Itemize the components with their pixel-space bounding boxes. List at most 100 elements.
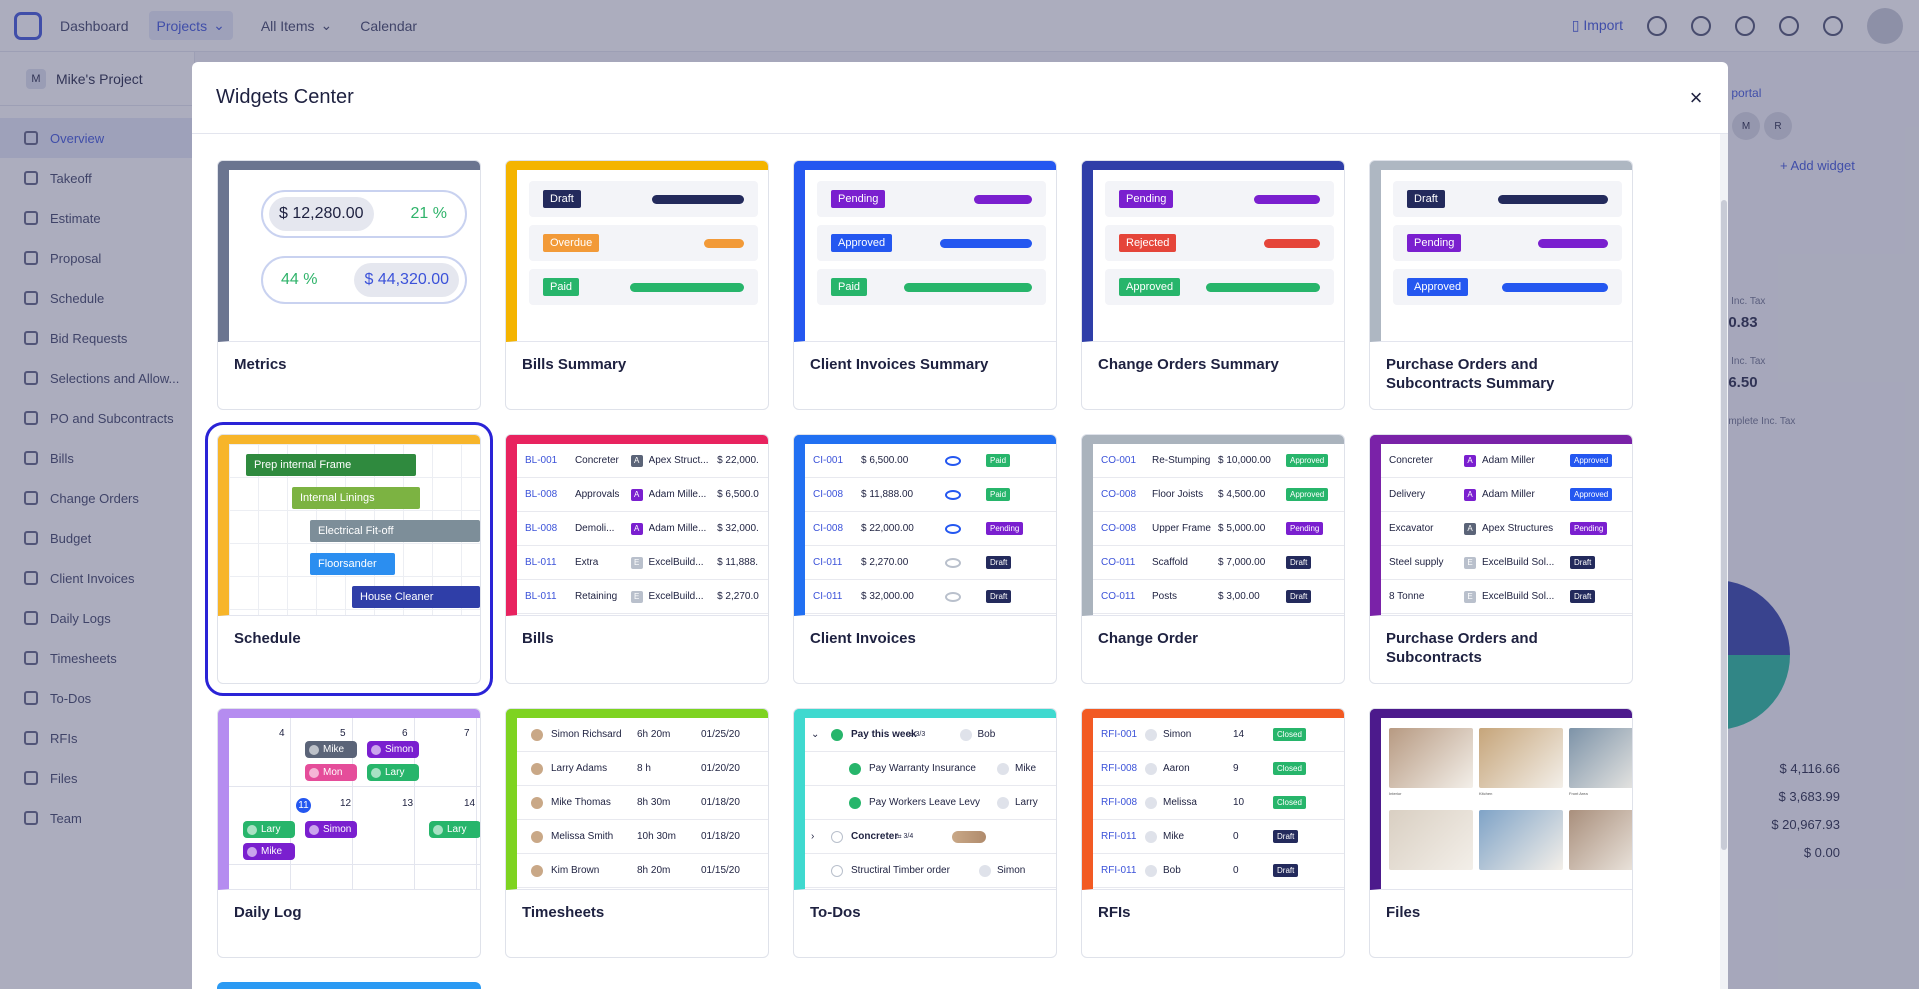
sidebar-item[interactable]: Bills [0, 438, 194, 478]
sidebar-item[interactable]: Selections and Allow... [0, 358, 194, 398]
help-icon[interactable] [1647, 15, 1667, 36]
app-logo[interactable] [14, 11, 42, 40]
nav-projects[interactable]: Projects ⌄ [148, 11, 233, 40]
eye-icon[interactable] [945, 455, 961, 466]
table-row[interactable]: CI-001 $ 6,500.00 Paid [805, 444, 1056, 478]
sidebar-item[interactable]: Change Orders [0, 478, 194, 518]
checkbox-icon[interactable] [849, 762, 861, 775]
widget-card[interactable]: CO-001 Re-Stumping $ 10,000.00 Approved CO-0… [1081, 434, 1345, 684]
calendar-event[interactable]: Mon [305, 764, 357, 781]
table-row[interactable]: CO-011 Scaffold $ 7,000.00 Draft [1093, 546, 1344, 580]
gantt-bar[interactable]: House Cleaner [352, 586, 480, 608]
table-row[interactable]: CO-008 Upper Frame $ 5,000.00 Pending [1093, 512, 1344, 546]
sidebar-item[interactable]: Overview [0, 118, 194, 158]
sidebar-item[interactable]: Daily Logs [0, 598, 194, 638]
widget-card[interactable]: Interior Kitchen Front Area Files [1369, 708, 1633, 958]
widget-card[interactable]: Simon Richsard 6h 20m 01/25/20 Larry Adams 8… [505, 708, 769, 958]
table-row[interactable]: RFI-011 Bob 0 Draft [1093, 854, 1344, 888]
widget-card[interactable]: Prep internal Frame Internal Linings Elect… [205, 422, 493, 696]
table-row[interactable]: RFI-011 Mike 0 Draft [1093, 820, 1344, 854]
gantt-bar[interactable]: Floorsander [310, 553, 395, 575]
table-row[interactable]: CI-011 $ 32,000.00 Draft [805, 580, 1056, 614]
todo-row[interactable]: Pay Workers Leave Levy Larry [805, 786, 1056, 820]
file-thumbnail[interactable] [1569, 810, 1632, 870]
close-icon[interactable]: × [1689, 85, 1703, 110]
widget-card[interactable]: $ 12,280.00 21 % 44 % $ 44,320.00 Metrics [217, 160, 481, 410]
widget-card[interactable]: Draft Overdue Paid Bills Summary [505, 160, 769, 410]
calendar-event[interactable]: Simon [367, 741, 419, 758]
sidebar-item[interactable]: To-Dos [0, 678, 194, 718]
file-thumbnail[interactable] [1389, 728, 1473, 788]
table-row[interactable]: BL-008 Approvals A Adam Mille... $ 6,500.0 [517, 478, 768, 512]
calendar-event[interactable]: Mike [305, 741, 357, 758]
chevron-down-icon[interactable]: ⌄ [811, 729, 820, 740]
widget-card[interactable]: BL-001 Concreter A Apex Struct... $ 22,000. B… [505, 434, 769, 684]
import-button[interactable]: ▯ Import [1572, 17, 1623, 34]
calendar-event[interactable]: Lary [367, 764, 419, 781]
calendar-event[interactable]: Simon [305, 821, 357, 838]
widget-card[interactable]: RFI-001 Simon 14 Closed RFI-008 Aaron 9 Closed R… [1081, 708, 1345, 958]
file-thumbnail[interactable] [1569, 728, 1632, 788]
table-row[interactable]: Delivery A Adam Miller Approved [1381, 478, 1632, 512]
gantt-bar[interactable]: Prep internal Frame [246, 454, 416, 476]
checkbox-icon[interactable] [831, 830, 843, 843]
scrollbar-thumb[interactable] [1721, 200, 1727, 850]
table-row[interactable]: Excavator A Apex Structures Pending [1381, 512, 1632, 546]
user-avatar[interactable] [1867, 7, 1903, 44]
table-row[interactable]: RFI-008 Aaron 9 Closed [1093, 752, 1344, 786]
project-selector[interactable]: M Mike's Project [0, 52, 194, 106]
calendar-event[interactable]: Lary [243, 821, 295, 838]
nav-all-items[interactable]: All Items ⌄ [261, 17, 332, 34]
checkbox-icon[interactable] [849, 796, 861, 809]
table-row[interactable]: CI-011 $ 2,270.00 Draft [805, 546, 1056, 580]
sidebar-item[interactable]: Team [0, 798, 194, 838]
team-icon[interactable] [1735, 15, 1755, 36]
table-row[interactable]: Kim Brown 8h 20m 01/15/20 [517, 854, 768, 888]
sidebar-item[interactable]: Proposal [0, 238, 194, 278]
calendar-event[interactable]: Mike [243, 843, 295, 860]
eye-icon[interactable] [945, 557, 961, 568]
chat-icon[interactable] [1779, 15, 1799, 36]
sidebar-item[interactable]: Timesheets [0, 638, 194, 678]
sidebar-item[interactable]: PO and Subcontracts [0, 398, 194, 438]
table-row[interactable]: Steel supply E ExcelBuild Sol... Draft [1381, 546, 1632, 580]
sidebar-item[interactable]: Schedule [0, 278, 194, 318]
chevron-right-icon[interactable]: › [811, 831, 815, 842]
todo-row[interactable]: Pay Warranty Insurance Mike [805, 752, 1056, 786]
checkbox-icon[interactable] [831, 728, 843, 741]
table-row[interactable]: BL-011 Extra E ExcelBuild... $ 11,888. [517, 546, 768, 580]
table-row[interactable]: BL-008 Demoli... A Adam Mille... $ 32,000. [517, 512, 768, 546]
add-widget-button[interactable]: + Add widget [1780, 158, 1855, 173]
table-row[interactable]: BL-001 Concreter A Apex Struct... $ 22,000. [517, 444, 768, 478]
widget-card[interactable]: Pending Approved Paid Client Invoices Summa… [793, 160, 1057, 410]
sidebar-item[interactable]: Files [0, 758, 194, 798]
table-row[interactable]: RFI-008 Melissa 10 Closed [1093, 786, 1344, 820]
calendar-event[interactable]: Lary [429, 821, 480, 838]
widget-card[interactable]: Draft Pending Approved Purchase Orders and … [1369, 160, 1633, 410]
todo-row[interactable]: › Concreter ⌗ 3/4 [805, 820, 1056, 854]
sidebar-item[interactable]: Budget [0, 518, 194, 558]
widget-card[interactable]: CI-001 $ 6,500.00 Paid CI-008 $ 11,888.00 Pai… [793, 434, 1057, 684]
widget-card[interactable]: 4 5 6 7 11 12 13 14 Mike Simon Mon Lary Lary Simon Lar… [217, 708, 481, 958]
table-row[interactable]: BL-011 Retaining E ExcelBuild... $ 2,270.0 [517, 580, 768, 614]
bell-icon[interactable] [1823, 15, 1843, 36]
todo-row[interactable]: Structiral Timber order Simon [805, 854, 1056, 888]
gantt-bar[interactable]: Internal Linings [292, 487, 420, 509]
eye-icon[interactable] [945, 489, 961, 500]
sidebar-item[interactable]: Estimate [0, 198, 194, 238]
table-row[interactable]: CO-011 Posts $ 3,00.00 Draft [1093, 580, 1344, 614]
settings-icon[interactable] [1691, 15, 1711, 36]
table-row[interactable]: CO-008 Floor Joists $ 4,500.00 Approved [1093, 478, 1344, 512]
sidebar-item[interactable]: Bid Requests [0, 318, 194, 358]
table-row[interactable]: Melissa Smith 10h 30m 01/18/20 [517, 820, 768, 854]
table-row[interactable]: Concreter A Adam Miller Approved [1381, 444, 1632, 478]
table-row[interactable]: Larry Adams 8 h 01/20/20 [517, 752, 768, 786]
table-row[interactable]: RFI-001 Simon 14 Closed [1093, 718, 1344, 752]
gantt-bar[interactable]: Electrical Fit-off [310, 520, 480, 542]
table-row[interactable]: CI-008 $ 22,000.00 Pending [805, 512, 1056, 546]
nav-calendar[interactable]: Calendar [360, 17, 418, 34]
file-thumbnail[interactable] [1479, 728, 1563, 788]
sidebar-item[interactable]: Client Invoices [0, 558, 194, 598]
widget-card[interactable]: ⌄ Pay this week ⌗ 3/3 Bob Pay Warranty Insura… [793, 708, 1057, 958]
widget-card[interactable]: Concreter A Adam Miller Approved Delivery A Ad… [1369, 434, 1633, 684]
